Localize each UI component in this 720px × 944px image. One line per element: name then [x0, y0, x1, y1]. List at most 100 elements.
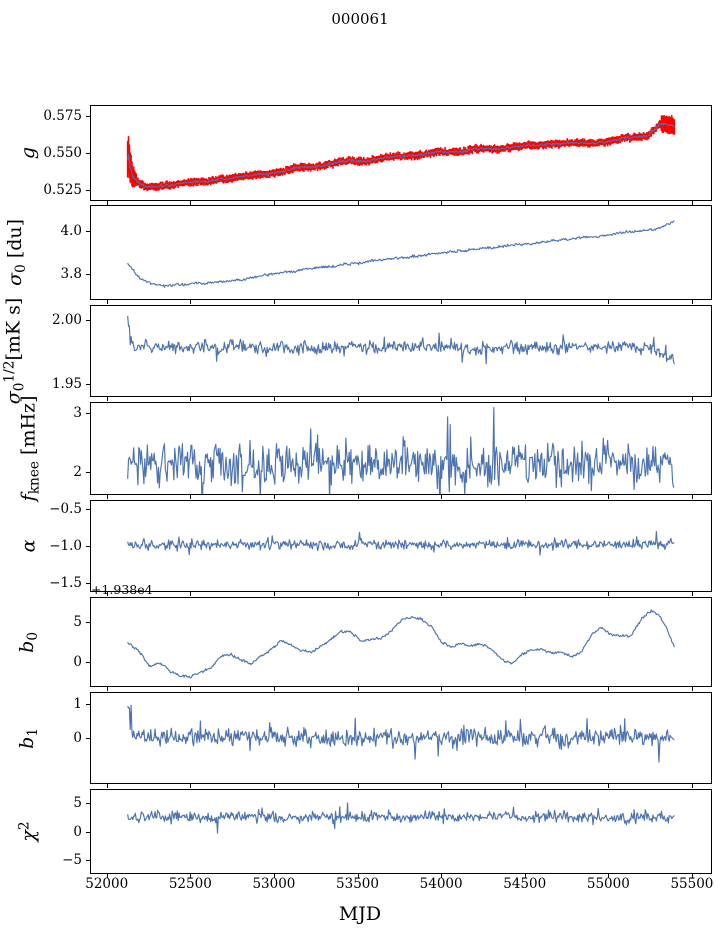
y-tick-label: 1.95 [51, 376, 82, 393]
y-tick-mark [86, 384, 90, 386]
y-tick-mark [86, 703, 90, 706]
y-tick-mark [86, 661, 90, 663]
y-tick-label: 0.525 [43, 181, 82, 198]
y-tick-label: 5 [73, 794, 82, 811]
x-tick-mark [691, 687, 694, 691]
y-tick-mark [86, 153, 90, 155]
plot-panel-f-knee [90, 402, 712, 495]
x-tick-mark [441, 592, 443, 596]
y-tick-label: 0 [73, 823, 82, 840]
x-tick-label: 53500 [336, 876, 379, 892]
x-tick-mark [357, 300, 359, 304]
x-tick-mark [190, 201, 192, 205]
x-tick-mark [357, 201, 359, 205]
x-tick-mark [441, 495, 443, 499]
y-axis-label-chi2: χ2 [16, 821, 40, 842]
data-line-chi2 [127, 802, 675, 834]
x-tick-mark [524, 201, 526, 205]
x-tick-mark [441, 397, 443, 401]
x-tick-mark [106, 495, 108, 499]
x-tick-mark [106, 592, 108, 596]
x-tick-mark [691, 874, 694, 878]
plot-panel-b0 [90, 597, 712, 687]
x-tick-mark [106, 397, 108, 401]
y-tick-mark [86, 622, 90, 624]
plot-panel-alpha [90, 500, 712, 592]
y-axis-label-alpha: α [16, 539, 39, 553]
x-tick-mark [190, 592, 192, 596]
x-tick-mark [106, 687, 108, 691]
x-tick-label: 55500 [670, 876, 714, 892]
y-tick-mark [86, 546, 90, 548]
x-tick-mark [106, 201, 108, 205]
y-tick-label: 1 [73, 695, 82, 712]
x-tick-mark [273, 874, 276, 878]
x-tick-mark [273, 592, 276, 596]
y-axis-label-b0: b0 [15, 631, 41, 653]
x-tick-mark [691, 201, 694, 205]
x-tick-mark [608, 687, 610, 691]
data-line-alpha [127, 530, 675, 556]
x-tick-mark [357, 687, 359, 691]
x-tick-mark [357, 495, 359, 499]
y-axis-label-f-knee: fknee [mHz] [17, 395, 43, 502]
x-tick-label: 54000 [419, 876, 463, 892]
y-tick-mark [86, 860, 90, 862]
x-tick-mark [608, 495, 610, 499]
x-axis-label: MJD [338, 903, 382, 925]
x-tick-mark [273, 495, 276, 499]
x-tick-mark [441, 300, 443, 304]
x-tick-mark [608, 201, 610, 205]
x-tick-mark [273, 784, 276, 788]
y-tick-label: 0.575 [43, 108, 82, 125]
x-tick-mark [273, 687, 276, 691]
x-tick-mark [608, 874, 610, 878]
y-tick-label: 4.0 [60, 222, 82, 239]
y-tick-mark [86, 583, 90, 585]
y-tick-label: −1.5 [49, 575, 82, 592]
x-tick-mark [190, 874, 192, 878]
y-tick-mark [86, 738, 90, 740]
y-axis-offset-text: +1.938e4 [91, 582, 153, 597]
y-tick-label: −0.5 [49, 500, 82, 517]
y-tick-label: 0 [73, 730, 82, 746]
x-tick-mark [691, 397, 694, 401]
x-tick-mark [441, 201, 443, 205]
x-tick-mark [524, 300, 526, 304]
x-tick-label: 52000 [85, 876, 129, 892]
x-tick-mark [190, 300, 192, 304]
y-axis-label-sigma0-mKs: σ01/2[mK s] [0, 297, 27, 405]
x-tick-mark [524, 397, 526, 401]
x-tick-mark [106, 874, 108, 878]
x-tick-mark [691, 300, 694, 304]
x-tick-mark [608, 592, 610, 596]
x-tick-mark [524, 592, 526, 596]
x-tick-mark [691, 592, 694, 596]
y-tick-label: 0 [73, 653, 82, 670]
x-tick-label: 55000 [586, 876, 630, 892]
x-tick-mark [357, 784, 359, 788]
y-tick-mark [86, 230, 90, 232]
y-tick-label: 3 [73, 404, 82, 421]
x-tick-mark [106, 784, 108, 788]
x-tick-mark [441, 784, 443, 788]
x-tick-mark [357, 397, 359, 401]
x-tick-mark [357, 592, 359, 596]
plot-panel-sigma0-mKs [90, 305, 712, 397]
x-tick-mark [524, 784, 526, 788]
error-bars [126, 115, 676, 192]
x-tick-mark [608, 784, 610, 788]
plot-panel-b1 [90, 692, 712, 784]
y-axis-label-sigma0-du: σ0 [du] [3, 218, 29, 286]
x-tick-mark [608, 397, 610, 401]
x-tick-label: 52500 [168, 876, 212, 892]
x-tick-mark [524, 687, 526, 691]
x-tick-mark [106, 300, 108, 304]
y-tick-label: 5 [73, 614, 82, 631]
y-tick-label: −1.0 [49, 538, 82, 554]
y-tick-mark [86, 472, 90, 474]
data-line-sigma0-mKs [127, 315, 675, 365]
y-tick-mark [86, 831, 90, 833]
y-tick-mark [86, 320, 90, 322]
data-line-sigma0-du [127, 220, 675, 288]
